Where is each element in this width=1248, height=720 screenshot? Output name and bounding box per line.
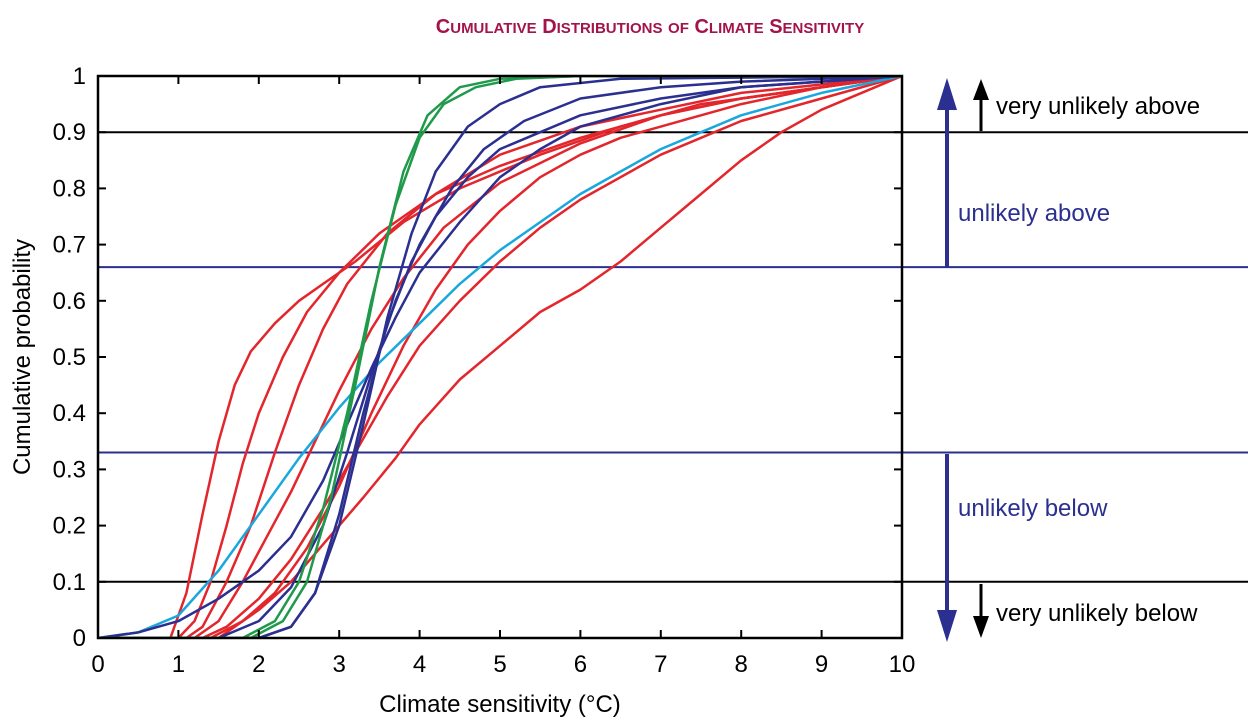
y-tick-label: 0.2: [53, 513, 86, 540]
x-axis-label: Climate sensitivity (°C): [379, 691, 621, 718]
series-line-11: [98, 76, 902, 638]
series-line-2: [98, 76, 902, 638]
x-axis-ticks: 0 1 2 3 4 5 6 7 8 9 10: [91, 76, 915, 678]
annotation-unlikely-above: unlikely above: [958, 200, 1110, 227]
series-line-6: [98, 76, 902, 638]
chart-title: CUMULATIVE DISTRIBUTIONS OF CLIMATE SENS…: [436, 16, 864, 38]
x-tick-label: 6: [574, 651, 587, 678]
y-axis-ticks: 0 0.1 0.2 0.3 0.4 0.5 0.6 0.7 0.8 0.9 1: [53, 63, 902, 652]
x-tick-label: 3: [333, 651, 346, 678]
series-line-8: [98, 76, 902, 638]
x-tick-label: 1: [172, 651, 185, 678]
x-tick-label: 2: [252, 651, 265, 678]
x-tick-label: 10: [889, 651, 916, 678]
y-tick-label: 0.6: [53, 288, 86, 315]
y-tick-label: 0: [73, 625, 86, 652]
y-tick-label: 0.8: [53, 175, 86, 202]
very-unlikely-below-arrow: [973, 584, 989, 638]
y-tick-label: 1: [73, 63, 86, 90]
annotation-very-unlikely-above: very unlikely above: [996, 93, 1200, 120]
x-tick-label: 7: [654, 651, 667, 678]
y-tick-label: 0.9: [53, 119, 86, 146]
series-line-4: [98, 76, 902, 638]
x-tick-label: 9: [815, 651, 828, 678]
series-line-3: [98, 76, 902, 638]
y-tick-label: 0.4: [53, 400, 86, 427]
y-tick-label: 0.7: [53, 232, 86, 259]
series-line-7: [98, 76, 902, 638]
y-tick-label: 0.3: [53, 456, 86, 483]
series-line-1: [98, 76, 902, 638]
y-axis-label: Cumulative probability: [9, 239, 36, 475]
x-tick-label: 8: [735, 651, 748, 678]
y-tick-label: 0.5: [53, 344, 86, 371]
annotation-unlikely-below: unlikely below: [958, 495, 1108, 522]
y-tick-label: 0.1: [53, 569, 86, 596]
x-tick-label: 4: [413, 651, 426, 678]
annotation-very-unlikely-below: very unlikely below: [996, 600, 1198, 627]
series-lines: [98, 76, 902, 638]
unlikely-above-arrow: [937, 78, 957, 267]
unlikely-below-arrow: [937, 454, 957, 642]
x-tick-label: 5: [493, 651, 506, 678]
very-unlikely-above-arrow: [973, 79, 989, 131]
x-tick-label: 0: [91, 651, 104, 678]
